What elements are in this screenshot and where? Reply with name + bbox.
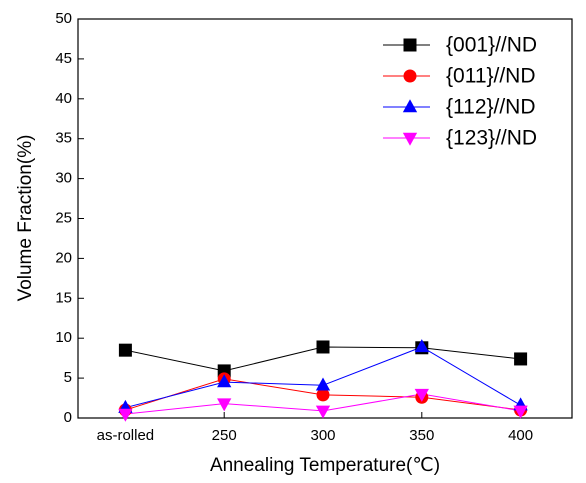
y-tick-label: 25 (55, 209, 72, 226)
x-tick-label: 400 (508, 427, 533, 444)
marker (514, 352, 528, 366)
marker (118, 408, 133, 422)
y-tick-label: 10 (55, 329, 72, 346)
legend: {001}//ND {011}//ND {112}//ND {123}//ND (383, 34, 537, 150)
legend-label: {001}//ND (446, 34, 537, 57)
x-tick-label: as-rolled (97, 427, 155, 444)
y-tick-label: 45 (55, 50, 72, 67)
y-tick-label: 30 (55, 170, 72, 187)
marker (315, 377, 331, 391)
y-tick-label: 20 (55, 249, 72, 266)
y-tick-label: 35 (55, 130, 72, 147)
legend-label: {112}//ND (446, 96, 536, 119)
x-axis-title: Annealing Temperature(℃) (210, 455, 440, 476)
marker (414, 388, 429, 402)
legend-marker (402, 99, 418, 113)
marker (513, 405, 528, 419)
x-tick-label: 250 (212, 427, 237, 444)
y-tick-label: 40 (55, 90, 72, 107)
y-axis-title: Volume Fraction(%) (15, 135, 36, 302)
marker (316, 388, 330, 402)
legend-marker (402, 132, 418, 146)
y-tick-label: 5 (64, 369, 72, 386)
legend-label: {011}//ND (446, 65, 536, 88)
legend-marker (403, 69, 417, 83)
legend-label: {123}//ND (446, 127, 537, 150)
y-tick-label: 0 (64, 409, 72, 426)
marker (315, 405, 331, 419)
marker (217, 374, 232, 388)
legend-marker (403, 38, 417, 52)
y-tick-label: 50 (55, 10, 72, 27)
marker (316, 340, 330, 354)
y-tick-label: 15 (55, 289, 72, 306)
x-tick-label: 350 (409, 427, 434, 444)
marker (217, 398, 232, 412)
x-tick-label: 300 (310, 427, 335, 444)
marker (118, 343, 132, 357)
marker (414, 339, 429, 353)
